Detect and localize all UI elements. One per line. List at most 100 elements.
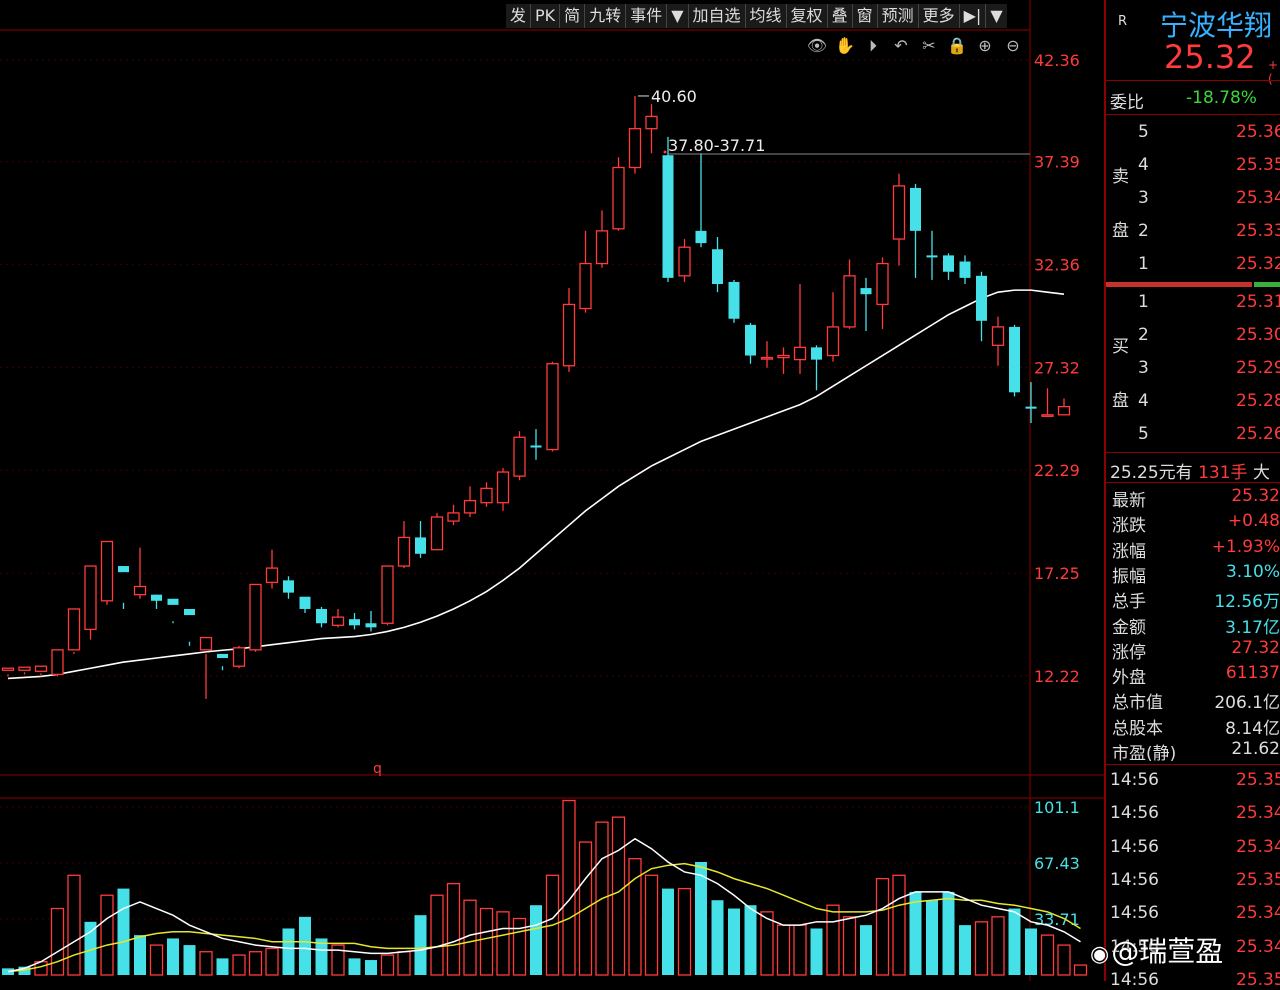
toolbar-item-5[interactable]: ▼ bbox=[666, 4, 688, 28]
toolbar-item-14[interactable]: ▼ bbox=[985, 4, 1007, 28]
tick-level: 14:56 bbox=[1110, 836, 1159, 857]
candle-body bbox=[84, 565, 97, 631]
tick-level: 14:56 bbox=[1110, 936, 1159, 957]
buy-price: 25.31 bbox=[1236, 292, 1280, 312]
stat-label: 总市值 bbox=[1112, 693, 1163, 714]
stat-label: 市盈(静) bbox=[1112, 744, 1177, 764]
lock-icon[interactable]: 🔒 bbox=[947, 36, 967, 55]
candle-body bbox=[860, 288, 872, 295]
toolbar-item-13[interactable]: ▶| bbox=[958, 4, 986, 28]
toolbar-item-7[interactable]: 均线 bbox=[744, 4, 786, 28]
candle-body bbox=[793, 346, 807, 361]
tick-price: 25.35 bbox=[1236, 770, 1280, 790]
candle-body bbox=[430, 516, 444, 551]
toolbar-item-11[interactable]: 预测 bbox=[876, 4, 918, 28]
hand-icon[interactable]: ✋ bbox=[835, 36, 855, 55]
candle-body bbox=[892, 185, 906, 240]
volume-bar bbox=[216, 958, 229, 975]
toolbar-item-1[interactable]: PK bbox=[530, 4, 560, 28]
volume-bar bbox=[100, 894, 114, 976]
candle-body bbox=[283, 580, 294, 593]
stat-value: 27.32 bbox=[1231, 637, 1280, 658]
zoom-in-icon[interactable]: ⊕ bbox=[978, 36, 992, 55]
candle-body bbox=[463, 499, 477, 514]
volume-bar bbox=[365, 960, 377, 975]
volume-ma-short bbox=[7, 837, 1081, 973]
volume-bar bbox=[315, 938, 328, 975]
toolbar-item-4[interactable]: 事件 bbox=[625, 4, 667, 28]
volume-bar bbox=[248, 951, 263, 976]
candle-body bbox=[662, 155, 674, 278]
candle-body bbox=[678, 246, 691, 277]
tick-price: 25.35 bbox=[1236, 969, 1280, 990]
tick-price: 25.34 bbox=[1236, 836, 1280, 857]
volume-bar bbox=[149, 944, 164, 976]
rights-flag: R bbox=[1118, 14, 1128, 29]
volume-bar bbox=[644, 874, 659, 976]
candle-body bbox=[910, 187, 921, 231]
chart-area[interactable]: 42.36 37.39 32.36 27.32 22.29 17.25 12.22 40.60… bbox=[0, 0, 1104, 981]
candle-body bbox=[760, 356, 774, 360]
toolbar-item-9[interactable]: 叠 bbox=[826, 4, 852, 28]
ma-line bbox=[7, 289, 1065, 680]
buy-level: 1 bbox=[1138, 292, 1149, 312]
stat-label: 涨跌 bbox=[1112, 516, 1146, 537]
toolbar-item-2[interactable]: 简 bbox=[559, 4, 585, 28]
buy-label: 买 bbox=[1112, 337, 1129, 357]
volume-bar bbox=[84, 921, 97, 975]
chart-tools: 👁 ✋ ⏵ ↶ ✂ 🔒 ⊕ ⊖ bbox=[806, 36, 1024, 56]
candle-body bbox=[199, 636, 213, 651]
toolbar-item-12[interactable]: 更多 bbox=[917, 4, 959, 28]
stat-label: 涨停 bbox=[1112, 642, 1146, 663]
stat-value: 12.56万 bbox=[1214, 592, 1280, 613]
toolbar-item-0[interactable]: 发 bbox=[506, 4, 531, 28]
candle-body bbox=[712, 249, 723, 284]
price-tick-label: 37.39 bbox=[1034, 153, 1080, 172]
stat-label: 最新 bbox=[1112, 491, 1146, 511]
volume-tick-label: 67.43 bbox=[1034, 854, 1080, 873]
candle-body bbox=[415, 537, 426, 554]
volume-bar bbox=[562, 799, 576, 976]
sell-label: 卖 bbox=[1112, 167, 1129, 187]
price-tick-label: 17.25 bbox=[1034, 564, 1080, 583]
eye-icon[interactable]: 👁 bbox=[806, 36, 828, 55]
volume-bar bbox=[397, 951, 411, 976]
zoom-out-icon[interactable]: ⊖ bbox=[1006, 36, 1020, 55]
stat-label: 外盘 bbox=[1112, 668, 1146, 689]
divider bbox=[1106, 114, 1280, 115]
candle-body bbox=[316, 608, 327, 624]
volume-bar bbox=[892, 874, 906, 976]
volume-bar bbox=[909, 891, 922, 975]
scissors-icon[interactable]: ✂ bbox=[922, 36, 936, 55]
candle-body bbox=[151, 594, 162, 601]
stat-value: 3.17亿 bbox=[1225, 617, 1280, 638]
candle-body bbox=[811, 347, 822, 360]
stat-label: 总股本 bbox=[1112, 718, 1163, 739]
sell-price: 25.33 bbox=[1236, 221, 1280, 241]
buy-price: 25.30 bbox=[1236, 325, 1280, 345]
volume-bar bbox=[50, 907, 65, 976]
stock-name[interactable]: 宁波华翔 bbox=[1160, 9, 1273, 42]
candle-body bbox=[959, 261, 971, 278]
price-tick-label: 42.36 bbox=[1034, 51, 1080, 70]
volume-bar bbox=[1008, 908, 1021, 975]
undo-icon[interactable]: ↶ bbox=[894, 36, 908, 55]
toolbar-item-6[interactable]: 加自选 bbox=[687, 4, 745, 28]
candle-body bbox=[67, 608, 81, 651]
gap-label: 37.80-37.71 bbox=[668, 136, 765, 155]
toolbar-item-8[interactable]: 复权 bbox=[785, 4, 827, 28]
candle-body bbox=[1025, 406, 1037, 409]
toolbar-item-3[interactable]: 九转 bbox=[584, 4, 626, 28]
volume-bar bbox=[18, 966, 31, 975]
kline-svg[interactable]: 42.36 37.39 32.36 27.32 22.29 17.25 12.22 40.60… bbox=[0, 0, 1104, 981]
play-circle-icon[interactable]: ⏵ bbox=[868, 36, 877, 55]
volume-bar bbox=[1057, 944, 1071, 976]
volume-bar bbox=[1040, 934, 1055, 976]
volume-bar bbox=[1025, 928, 1037, 975]
toolbar-item-10[interactable]: 窗 bbox=[851, 4, 877, 28]
candle-body bbox=[51, 649, 64, 676]
candle-body bbox=[1057, 405, 1071, 416]
candle-body bbox=[991, 326, 1005, 346]
candle-body bbox=[777, 354, 790, 359]
buy-level: 4 bbox=[1138, 391, 1149, 411]
